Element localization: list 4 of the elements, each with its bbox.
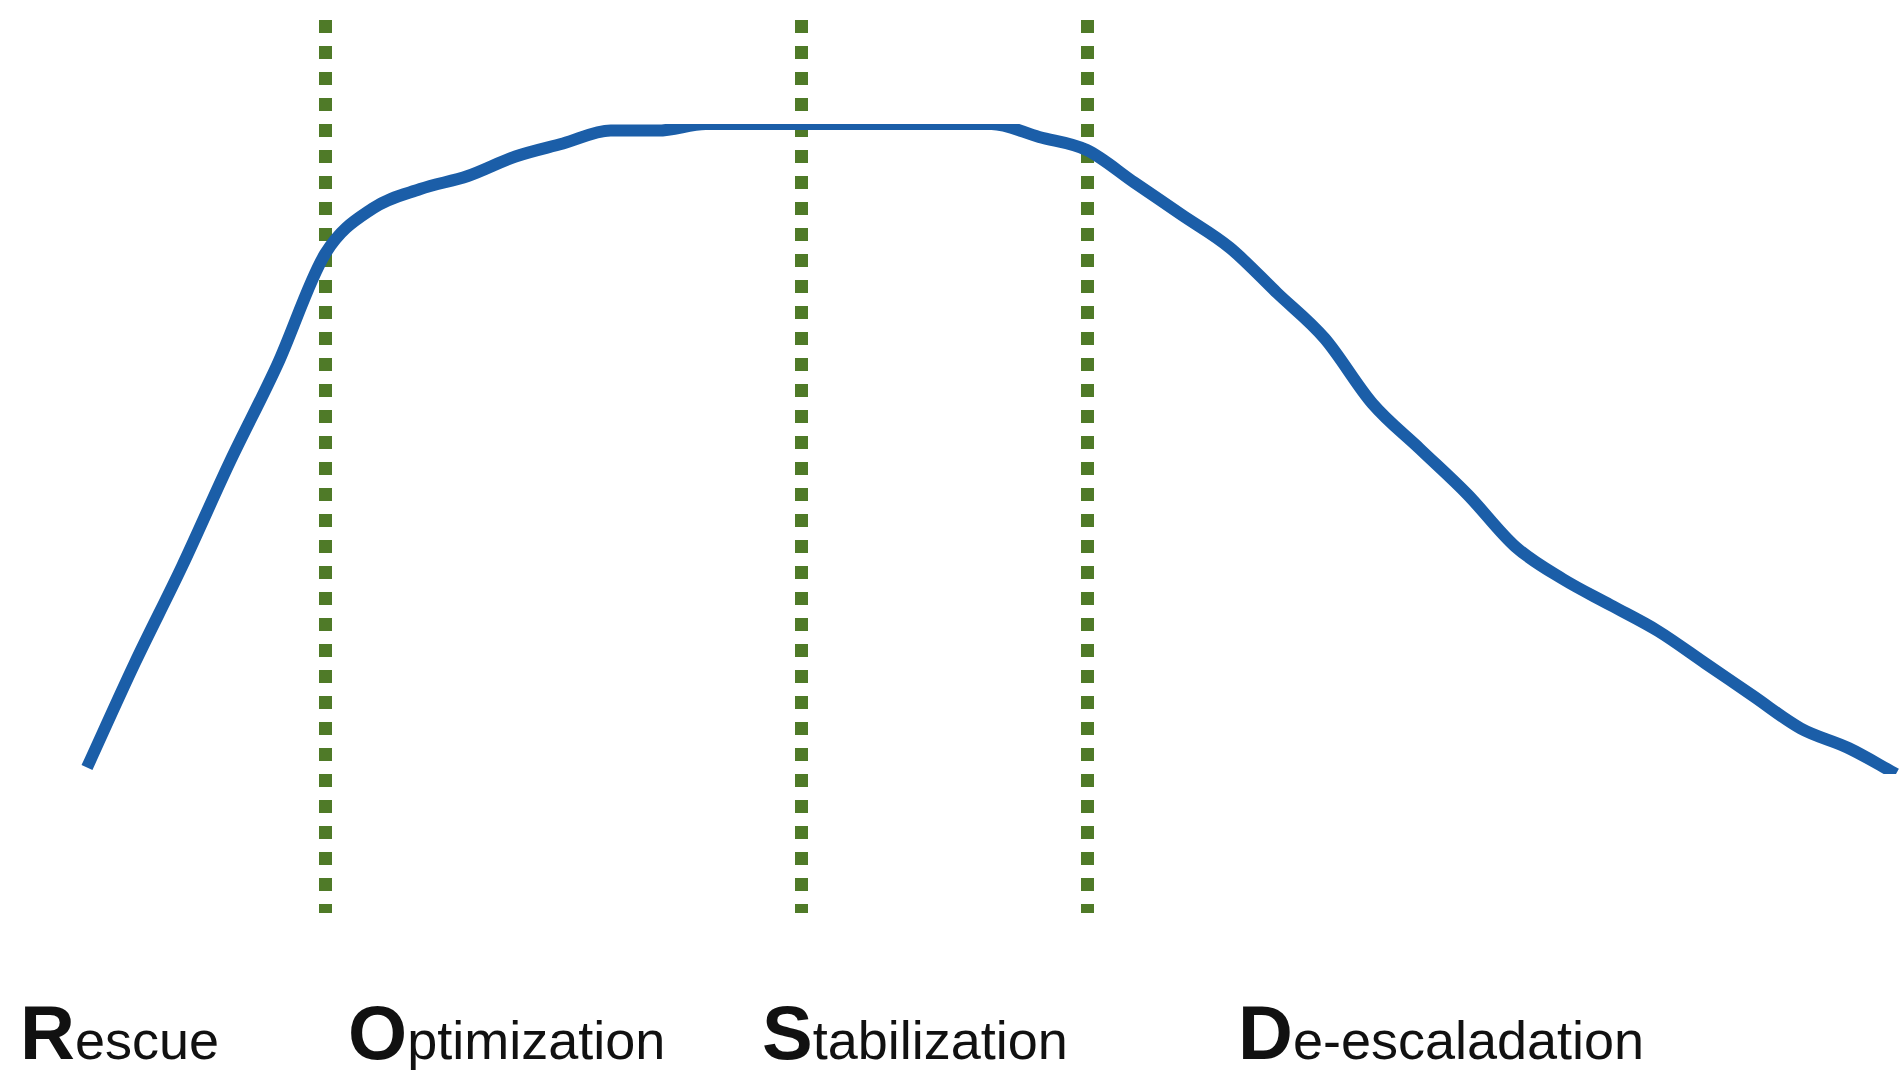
text: De-escaladation — [1238, 990, 1645, 1075]
text: Stabilization — [762, 990, 1068, 1075]
text: Rescue — [20, 990, 219, 1075]
text: Optimization — [348, 990, 666, 1075]
